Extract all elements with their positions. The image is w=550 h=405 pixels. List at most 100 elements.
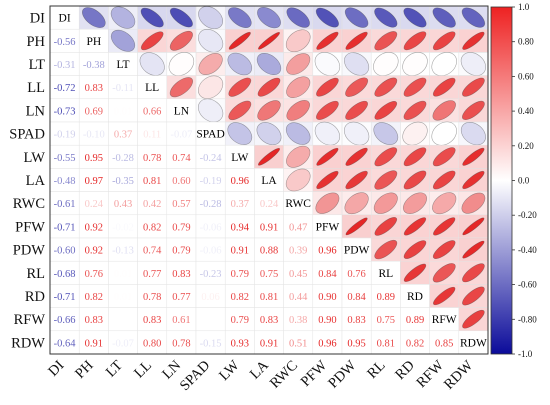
- column-label: PDW: [325, 357, 359, 391]
- correlation-ellipse: [403, 170, 427, 190]
- correlation-ellipse: [345, 77, 369, 97]
- correlation-ellipse: [432, 31, 456, 51]
- correlation-value: 0.42: [143, 199, 161, 210]
- correlation-value: 0.83: [85, 83, 103, 94]
- correlation-ellipse: [286, 100, 310, 121]
- colorbar-tick-label: 0.60: [518, 71, 534, 81]
- correlation-ellipse: [462, 263, 485, 283]
- colorbar-tick-label: -1.0: [518, 349, 533, 359]
- correlation-value: 0.81: [377, 338, 395, 349]
- correlation-ellipse: [403, 100, 427, 121]
- correlation-value: -0.64: [54, 338, 77, 349]
- correlation-ellipse: [198, 75, 224, 99]
- diagonal-label: DI: [59, 13, 71, 25]
- colorbar-tick-label: 1.0: [518, 2, 530, 12]
- correlation-ellipse: [110, 29, 136, 52]
- correlation-value: -0.61: [54, 199, 76, 210]
- correlation-ellipse: [345, 170, 368, 190]
- correlation-value: 0.79: [172, 222, 190, 233]
- correlation-ellipse: [462, 240, 485, 259]
- correlation-value: 0.78: [143, 153, 161, 164]
- diagonal-label: RL: [378, 268, 393, 280]
- correlation-ellipse: [461, 7, 486, 28]
- correlation-value: 0.83: [347, 315, 365, 326]
- correlation-ellipse: [374, 77, 398, 97]
- correlation-value: 0.83: [85, 315, 103, 326]
- correlation-ellipse: [345, 100, 368, 120]
- correlation-value: 0.60: [172, 176, 190, 187]
- correlation-value: 0.83: [143, 315, 161, 326]
- correlation-value: 0.66: [143, 106, 161, 117]
- colorbar-tick-label: -0.60: [518, 280, 537, 290]
- matrix-cells: DI -0.56 PH -0.31 -0.38 LT -0.72 0.83 -0.11 LL -0.…: [49, 5, 489, 355]
- column-label: RDW: [441, 357, 476, 392]
- correlation-value: 0.37: [231, 199, 249, 210]
- correlation-value: 0.82: [143, 222, 161, 233]
- correlation-value: 0.83: [172, 269, 190, 280]
- correlation-value: 0.43: [114, 199, 132, 210]
- correlation-value: 0.51: [289, 338, 307, 349]
- correlation-ellipse: [462, 31, 485, 50]
- correlation-value: -0.24: [200, 153, 223, 164]
- correlation-value: 0.47: [289, 222, 307, 233]
- row-label: RWC: [13, 196, 45, 212]
- matrix-border: [49, 5, 489, 355]
- row-label: LA: [26, 173, 46, 189]
- correlation-value: 0.75: [260, 269, 278, 280]
- correlation-value: -0.15: [200, 338, 222, 349]
- correlation-ellipse: [140, 31, 164, 51]
- correlation-value: 0.24: [85, 199, 104, 210]
- correlation-ellipse: [228, 31, 251, 50]
- correlation-ellipse: [198, 53, 223, 75]
- correlation-value: -0.31: [54, 60, 76, 71]
- correlation-ellipse: [432, 77, 456, 97]
- colorbar-tick-label: 0.80: [518, 37, 534, 47]
- correlation-ellipse: [316, 100, 339, 120]
- correlation-ellipse: [257, 6, 281, 29]
- correlation-value: 0.11: [143, 130, 161, 141]
- correlation-value: 0.37: [114, 130, 132, 141]
- correlation-value: 0.78: [172, 338, 190, 349]
- correlation-ellipse: [460, 121, 486, 146]
- correlation-ellipse: [460, 52, 487, 76]
- correlation-value: -0.19: [200, 176, 222, 187]
- correlation-ellipse: [403, 77, 427, 97]
- correlation-value: -0.71: [54, 292, 76, 303]
- correlation-value: 0.80: [143, 338, 161, 349]
- correlation-ellipse: [316, 147, 339, 166]
- row-label: PH: [26, 34, 45, 50]
- row-label: RFW: [14, 312, 46, 328]
- colorbar-tick-label: -0.40: [518, 245, 537, 255]
- correlation-value: 0.44: [289, 292, 308, 303]
- row-label: RD: [25, 289, 45, 305]
- correlation-value: -0.19: [54, 130, 76, 141]
- correlation-ellipse: [256, 52, 282, 76]
- column-label: SPAD: [177, 358, 214, 395]
- correlation-ellipse: [285, 122, 311, 145]
- correlation-ellipse: [374, 170, 398, 190]
- row-label: DI: [30, 11, 45, 27]
- correlation-ellipse: [197, 98, 224, 123]
- correlation-ellipse: [344, 52, 370, 76]
- correlation-ellipse: [316, 170, 339, 190]
- correlation-ellipse: [140, 7, 164, 28]
- correlation-value: 0.91: [85, 338, 103, 349]
- correlation-value: -0.60: [54, 246, 76, 257]
- correlation-value: 0.95: [85, 153, 103, 164]
- diagonal-label: LL: [145, 82, 159, 94]
- colorbar-tick-label: -0.80: [518, 314, 537, 324]
- correlation-value: 0.96: [318, 338, 336, 349]
- correlation-ellipse: [432, 170, 456, 190]
- correlation-value: 0.01: [114, 292, 132, 303]
- diagonal-label: LA: [261, 175, 277, 187]
- correlation-ellipse: [373, 122, 399, 145]
- colorbar-tick-label: 0.20: [518, 141, 534, 151]
- correlation-ellipse: [286, 76, 311, 99]
- diagonal-label: PDW: [344, 245, 370, 257]
- correlation-value: 0.74: [172, 153, 191, 164]
- correlation-value: 0.81: [260, 292, 278, 303]
- correlation-ellipse: [432, 192, 457, 215]
- correlation-ellipse: [432, 7, 456, 28]
- correlation-value: 0.74: [143, 246, 162, 257]
- colorbar-tick-label: -0.20: [518, 210, 537, 220]
